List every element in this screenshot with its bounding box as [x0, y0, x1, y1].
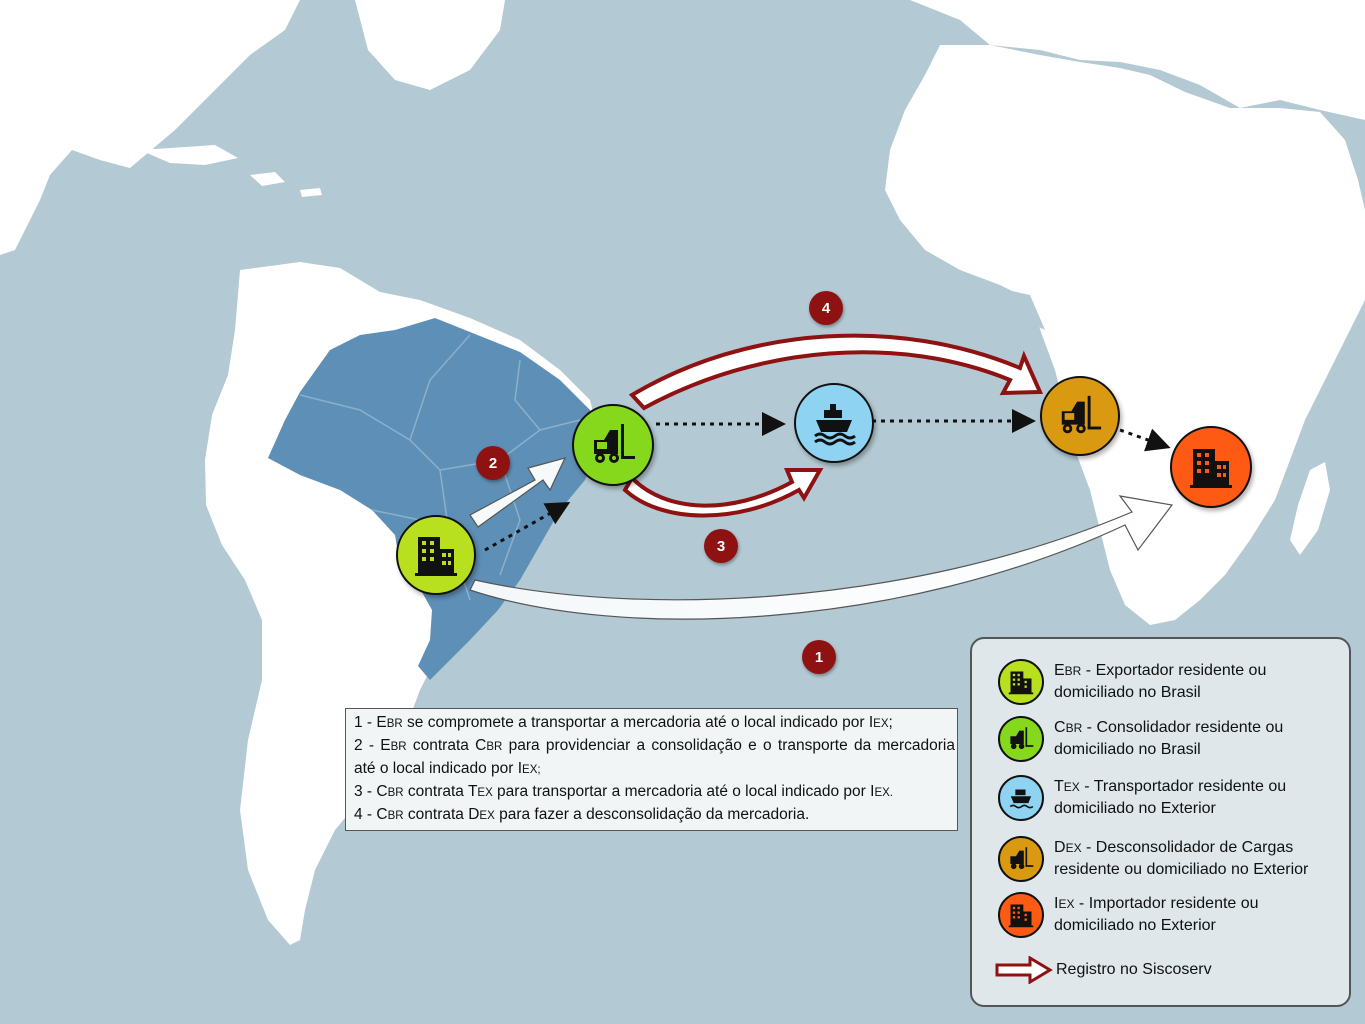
forklift-icon: [998, 716, 1044, 762]
legend-label-consolidator: CBR - Consolidador residente ou domicilia…: [1054, 719, 1284, 758]
exporter-node: [396, 515, 476, 595]
forklift-icon: [594, 424, 635, 463]
step-4-text: 4 - CBR contrata DEX para fazer a descon…: [354, 806, 810, 823]
legend-item-registro: Registro no Siscoserv: [994, 956, 1212, 984]
legend-label-transporter: TEX - Transportador residente ou domicili…: [1054, 778, 1287, 817]
transporter-node: [794, 383, 874, 463]
arrow-3-consolidator-to-transporter: [622, 468, 824, 518]
ship-icon: [814, 404, 856, 446]
caribbean-island: [140, 145, 238, 165]
madagascar-landmass: [1290, 462, 1330, 555]
legend-label-importer: IEX - Importador residente ou domiciliado…: [1054, 895, 1259, 934]
step-1-text: 1 - EBR se compromete a transportar a me…: [354, 714, 893, 731]
building-icon: [1190, 449, 1232, 488]
legend-label-deconsolidator: DEX - Desconsolidador de Cargas residente…: [1054, 839, 1309, 878]
europe-landmass: [910, 0, 1365, 120]
step-3-text: 3 - CBR contrata TEX para transportar a …: [354, 783, 893, 800]
legend-item-exporter: EBR - Exportador residente ou domiciliado…: [998, 659, 1266, 705]
importer-node: [1170, 426, 1252, 508]
gulf-of-guinea: [985, 285, 1045, 330]
step-badge-2: 2: [476, 446, 510, 480]
forklift-icon: [1061, 395, 1102, 434]
legend-label-exporter: EBR - Exportador residente ou domiciliado…: [1054, 662, 1267, 701]
legend-item-deconsolidator: DEX - Desconsolidador de Cargas residente…: [998, 836, 1308, 882]
registro-arrow-icon: [995, 956, 1053, 984]
brazil-region: [268, 318, 598, 680]
ship-icon: [998, 775, 1044, 821]
legend-label-registro: Registro no Siscoserv: [1056, 961, 1212, 978]
consolidator-node: [572, 404, 654, 486]
step-2-text: 2 - EBR contrata CBR para providenciar a…: [354, 737, 955, 777]
step-badge-1: 1: [802, 640, 836, 674]
caribbean-island: [250, 172, 285, 186]
legend-item-importer: IEX - Importador residente ou domiciliado…: [998, 892, 1259, 938]
building-icon: [415, 537, 457, 576]
step-badge-4: 4: [809, 291, 843, 325]
legend-panel: EBR - Exportador residente ou domiciliado…: [970, 637, 1351, 1007]
legend-item-consolidator: CBR - Consolidador residente ou domicilia…: [998, 716, 1283, 762]
steps-description-box: 1 - EBR se compromete a transportar a me…: [345, 708, 958, 831]
greenland-landmass: [355, 0, 505, 90]
forklift-icon: [998, 836, 1044, 882]
building-icon: [998, 659, 1044, 705]
arrow-1-exporter-to-importer: [469, 495, 1174, 620]
deconsolidator-node: [1040, 376, 1120, 456]
legend-item-transporter: TEX - Transportador residente ou domicili…: [998, 775, 1286, 821]
arrow-4-consolidator-to-deconsolidator: [628, 333, 1044, 411]
caribbean-island: [300, 188, 322, 197]
north-america-landmass: [0, 0, 300, 255]
building-icon: [998, 892, 1044, 938]
step-badge-3: 3: [704, 529, 738, 563]
dotted-flow-arrows: [484, 409, 1171, 552]
arrow-2-exporter-to-consolidator: [469, 457, 567, 528]
